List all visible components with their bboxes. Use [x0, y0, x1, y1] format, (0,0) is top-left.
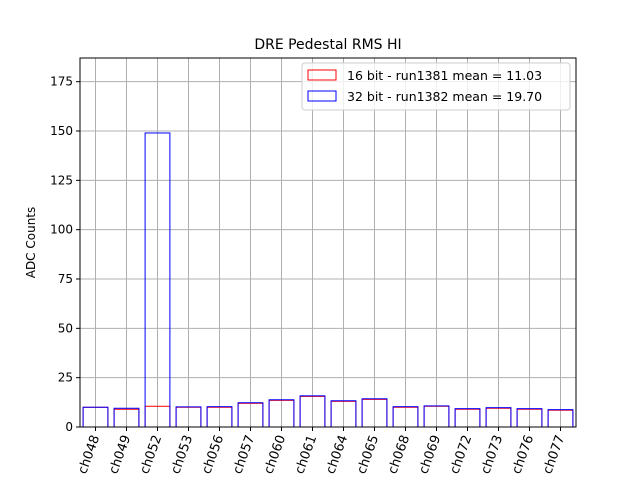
y-tick-label: 125	[50, 173, 73, 187]
legend: 16 bit - run1381 mean = 11.03 32 bit - r…	[301, 62, 571, 111]
legend-swatch-16bit	[307, 69, 337, 81]
grid	[80, 58, 576, 428]
legend-swatch-32bit	[307, 90, 337, 102]
legend-box	[301, 62, 571, 111]
y-tick-label: 150	[50, 124, 73, 138]
y-tick-label: 100	[50, 223, 73, 237]
axes-frame	[79, 57, 577, 428]
y-tick-label: 25	[58, 371, 73, 385]
y-tick-label: 175	[50, 75, 73, 89]
y-tick-label: 50	[58, 321, 73, 335]
legend-label-16bit: 16 bit - run1381 mean = 11.03	[347, 68, 542, 83]
legend-label-32bit: 32 bit - run1382 mean = 19.70	[347, 89, 542, 104]
y-tick-label: 75	[58, 272, 73, 286]
y-axis-label: ADC Counts	[24, 207, 38, 279]
y-tick-label: 0	[65, 420, 73, 434]
chart-title: DRE Pedestal RMS HI	[254, 37, 401, 53]
